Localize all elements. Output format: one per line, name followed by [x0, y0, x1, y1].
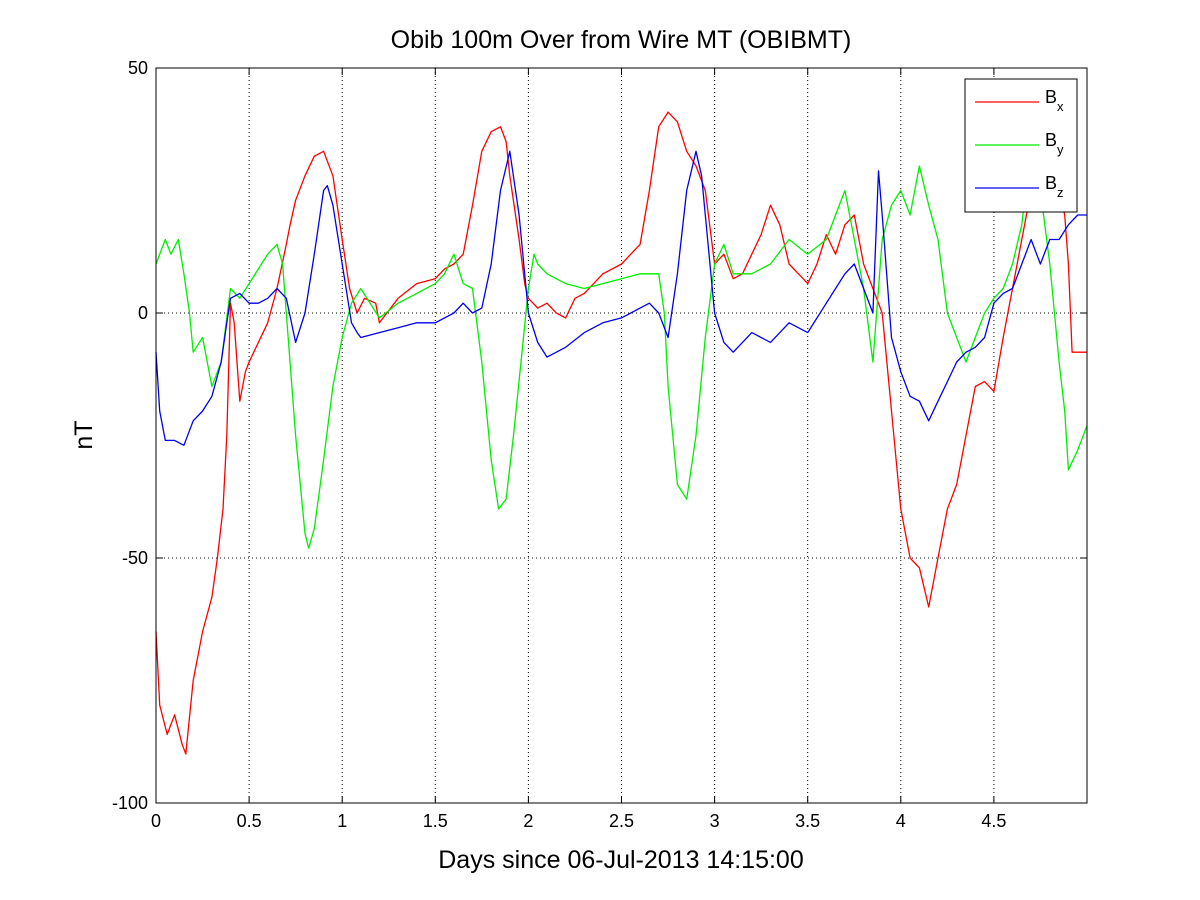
- x-tick-label: 0: [151, 811, 161, 831]
- y-tick-label: -50: [122, 548, 148, 568]
- x-tick-label: 3: [710, 811, 720, 831]
- x-axis-label: Days since 06-Jul-2013 14:15:00: [438, 846, 804, 874]
- x-tick-label: 3.5: [795, 811, 820, 831]
- y-tick-label: -100: [112, 793, 148, 813]
- legend-subscript: y: [1057, 142, 1064, 157]
- x-tick-label: 1.5: [423, 811, 448, 831]
- x-tick-label: 4: [896, 811, 906, 831]
- y-axis-label: nT: [70, 420, 98, 449]
- x-tick-label: 0.5: [237, 811, 262, 831]
- legend-subscript: x: [1057, 99, 1064, 114]
- chart-title: Obib 100m Over from Wire MT (OBIBMT): [391, 26, 852, 54]
- y-tick-label: 50: [128, 58, 148, 78]
- x-tick-label: 4.5: [981, 811, 1006, 831]
- legend-subscript: z: [1057, 185, 1064, 200]
- y-tick-label: 0: [138, 303, 148, 323]
- x-tick-label: 2.5: [609, 811, 634, 831]
- x-tick-label: 1: [337, 811, 347, 831]
- x-tick-label: 2: [523, 811, 533, 831]
